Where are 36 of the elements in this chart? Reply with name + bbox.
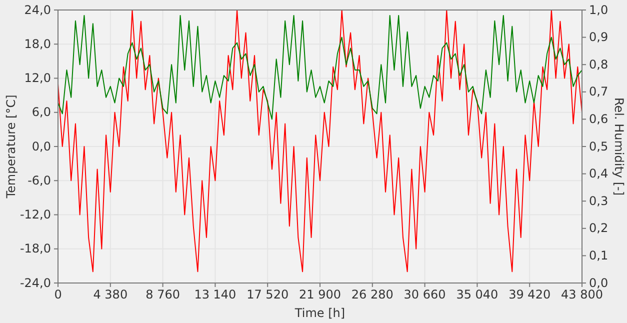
x-tick-label: 39 420 [508, 288, 551, 302]
y-tick-label: 18,0 [24, 36, 51, 51]
y-tick-label: -6,0 [28, 173, 51, 188]
x-tick-label: 35 040 [456, 288, 498, 302]
y2-tick-label: 0,4 [589, 166, 608, 181]
y2-tick-label: 0,2 [589, 221, 608, 236]
y2-tick-label: 0,1 [589, 248, 608, 263]
y-tick-label: 24,0 [24, 2, 51, 17]
y2-tick-label: 0,0 [589, 276, 608, 290]
x-tick-label: 4 380 [93, 288, 128, 302]
y-tick-label: -24,0 [20, 276, 51, 290]
x-tick-label: 43 800 [561, 288, 603, 302]
y-axis-title: Temperature [°C] [4, 94, 18, 200]
x-tick-label: 21 900 [299, 288, 341, 302]
y2-tick-label: 0,5 [589, 139, 608, 154]
x-tick-label: 30 660 [404, 288, 446, 302]
y2-tick-label: 0,7 [589, 84, 608, 99]
y2-tick-label: 0,9 [589, 30, 608, 44]
y2-axis-title: Rel. Humidity [-] [612, 97, 626, 196]
y-tick-label: 12,0 [24, 71, 51, 86]
y-tick-label: -18,0 [20, 242, 51, 256]
y-tick-label: -12,0 [20, 208, 51, 222]
y-tick-label: 0,0 [32, 139, 51, 154]
x-tick-label: 0 [54, 288, 62, 302]
line-series [58, 14, 582, 120]
y2-tick-label: 0,6 [589, 112, 608, 126]
y2-tick-label: 1,0 [589, 2, 608, 17]
x-tick-label: 17 520 [246, 288, 289, 302]
x-axis-title: Time [h] [294, 306, 346, 320]
y2-tick-label: 0,8 [589, 57, 608, 72]
line-series [58, 10, 582, 272]
x-tick-label: 26 280 [351, 288, 394, 302]
y-tick-label: 6,0 [32, 105, 51, 120]
x-tick-label: 8 760 [146, 288, 180, 302]
x-tick-label: 13 140 [194, 288, 236, 302]
y2-tick-label: 0,3 [589, 194, 608, 208]
